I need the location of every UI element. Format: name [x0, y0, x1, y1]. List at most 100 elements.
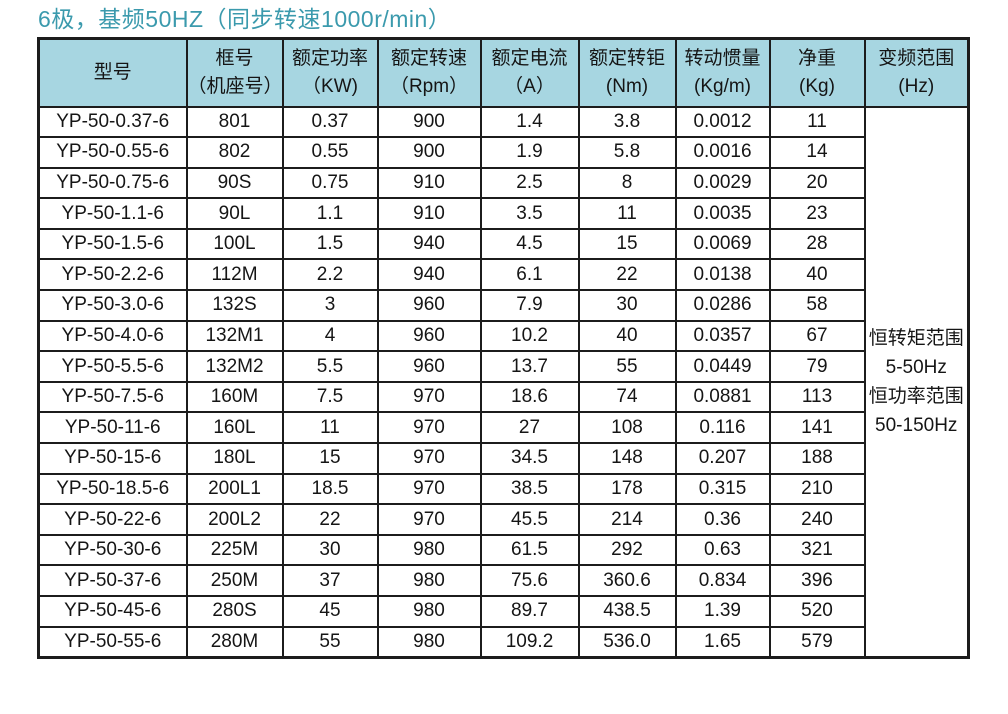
cell-rated-power: 3	[281, 289, 379, 322]
cell-rated-current: 27	[479, 411, 580, 445]
table-row: YP-50-22-6 200L2 22 970 45.5 214 0.36 240	[37, 503, 969, 536]
column-label: 额定转钜	[588, 47, 665, 69]
cell-rated-current: 75.6	[479, 564, 580, 597]
cell-inertia: 0.834	[674, 564, 771, 597]
cell-frame-number: 160L	[185, 411, 284, 445]
table-row: YP-50-4.0-6 132M1 4 960 10.2 40 0.0357 67	[37, 319, 969, 353]
cell-model: YP-50-5.5-6	[37, 350, 188, 383]
table-row: YP-50-5.5-6 132M2 5.5 960 13.7 55 0.0449 79	[37, 350, 969, 383]
cell-rated-torque: 11	[577, 197, 677, 230]
cell-rated-power: 0.37	[281, 105, 379, 139]
cell-inertia: 0.0029	[674, 166, 771, 200]
cell-rated-current: 7.9	[479, 289, 580, 322]
column-unit: （Rpm）	[389, 75, 469, 97]
cell-rated-current: 1.9	[479, 136, 580, 169]
column-label: 净重	[797, 47, 836, 69]
cell-model: YP-50-37-6	[37, 564, 188, 597]
cell-model: YP-50-2.2-6	[37, 258, 188, 292]
table-row: YP-50-30-6 225M 30 980 61.5 292 0.63 321	[37, 533, 969, 567]
cell-frame-number: 225M	[185, 533, 284, 567]
cell-rated-torque: 5.8	[577, 136, 677, 169]
cell-rated-speed: 980	[376, 625, 482, 659]
cell-rated-power: 0.55	[281, 136, 379, 169]
table-row: YP-50-18.5-6 200L1 18.5 970 38.5 178 0.315 210	[37, 472, 969, 506]
cell-rated-torque: 15	[577, 227, 677, 261]
cell-net-weight: 141	[768, 411, 866, 445]
cell-inertia: 0.0286	[674, 289, 771, 322]
col-header-freq-range: 变频范围 (Hz)	[863, 37, 970, 108]
column-label: 额定电流	[491, 47, 568, 69]
cell-model: YP-50-7.5-6	[37, 380, 188, 414]
cell-frame-number: 90S	[185, 166, 284, 200]
cell-rated-current: 10.2	[479, 319, 580, 353]
cell-net-weight: 396	[768, 564, 866, 597]
cell-inertia: 1.39	[674, 595, 771, 628]
cell-rated-power: 7.5	[281, 380, 379, 414]
cell-net-weight: 67	[768, 319, 866, 353]
table-row: YP-50-45-6 280S 45 980 89.7 438.5 1.39 520	[37, 595, 969, 628]
cell-rated-torque: 40	[577, 319, 677, 353]
freq-range-line: 5-50Hz	[885, 356, 947, 378]
cell-rated-speed: 910	[376, 166, 482, 200]
cell-rated-torque: 22	[577, 258, 677, 292]
cell-frame-number: 250M	[185, 564, 284, 597]
cell-rated-speed: 900	[376, 105, 482, 139]
cell-model: YP-50-4.0-6	[37, 319, 188, 353]
cell-rated-current: 38.5	[479, 472, 580, 506]
table-row: YP-50-0.55-6 802 0.55 900 1.9 5.8 0.0016 14	[37, 136, 969, 169]
cell-rated-torque: 214	[577, 503, 677, 536]
col-header-rated-speed: 额定转速 （Rpm）	[376, 37, 482, 108]
column-label: 转动惯量	[684, 47, 761, 69]
cell-net-weight: 579	[768, 625, 866, 659]
cell-model: YP-50-0.37-6	[37, 105, 188, 139]
cell-inertia: 0.0069	[674, 227, 771, 261]
cell-rated-torque: 178	[577, 472, 677, 506]
cell-rated-current: 4.5	[479, 227, 580, 261]
cell-frame-number: 90L	[185, 197, 284, 230]
column-label: 变频范围	[878, 47, 955, 69]
cell-rated-current: 45.5	[479, 503, 580, 536]
cell-net-weight: 14	[768, 136, 866, 169]
cell-rated-current: 109.2	[479, 625, 580, 659]
header-row: 型号 框号 （机座号） 额定功率 （KW) 额定转速 （Rpm） 额定电流 （A） 额定…	[37, 37, 970, 108]
cell-inertia: 0.0016	[674, 136, 771, 169]
cell-net-weight: 321	[768, 533, 866, 567]
cell-rated-power: 15	[281, 442, 379, 475]
cell-net-weight: 210	[768, 472, 866, 506]
table-row: YP-50-37-6 250M 37 980 75.6 360.6 0.834 396	[37, 564, 969, 597]
col-header-model: 型号	[37, 37, 188, 108]
cell-rated-speed: 970	[376, 503, 482, 536]
table-row: YP-50-2.2-6 112M 2.2 940 6.1 22 0.0138 40	[37, 258, 969, 292]
cell-rated-power: 1.1	[281, 197, 379, 230]
table-row: YP-50-1.1-6 90L 1.1 910 3.5 11 0.0035 23	[37, 197, 969, 230]
cell-rated-torque: 3.8	[577, 105, 677, 139]
cell-rated-torque: 55	[577, 350, 677, 383]
cell-inertia: 0.0881	[674, 380, 771, 414]
column-unit: (Nm)	[605, 75, 649, 97]
cell-model: YP-50-55-6	[37, 625, 188, 659]
cell-net-weight: 11	[768, 105, 866, 139]
table-row: YP-50-55-6 280M 55 980 109.2 536.0 1.65 579	[37, 625, 969, 659]
cell-inertia: 0.0035	[674, 197, 771, 230]
cell-rated-power: 1.5	[281, 227, 379, 261]
cell-rated-speed: 960	[376, 289, 482, 322]
cell-model: YP-50-30-6	[37, 533, 188, 567]
cell-model: YP-50-11-6	[37, 411, 188, 445]
column-label: 额定转速	[390, 47, 467, 69]
page-title: 6极，基频50HZ（同步转速1000r/min）	[38, 6, 452, 32]
col-header-rated-power: 额定功率 （KW)	[281, 37, 379, 108]
table-row: YP-50-11-6 160L 11 970 27 108 0.116 141	[37, 411, 969, 445]
cell-frame-number: 160M	[185, 380, 284, 414]
cell-rated-power: 2.2	[281, 258, 379, 292]
cell-frame-number: 112M	[185, 258, 284, 292]
cell-net-weight: 113	[768, 380, 866, 414]
cell-rated-power: 22	[281, 503, 379, 536]
cell-inertia: 0.63	[674, 533, 771, 567]
table-row: YP-50-0.37-6 801 0.37 900 1.4 3.8 0.0012 11 恒转矩范…	[37, 105, 970, 659]
column-label: 框号	[215, 47, 254, 69]
column-unit: （机座号）	[187, 75, 283, 97]
cell-model: YP-50-22-6	[37, 503, 188, 536]
cell-model: YP-50-45-6	[37, 595, 188, 628]
cell-model: YP-50-3.0-6	[37, 289, 188, 322]
cell-rated-torque: 74	[577, 380, 677, 414]
